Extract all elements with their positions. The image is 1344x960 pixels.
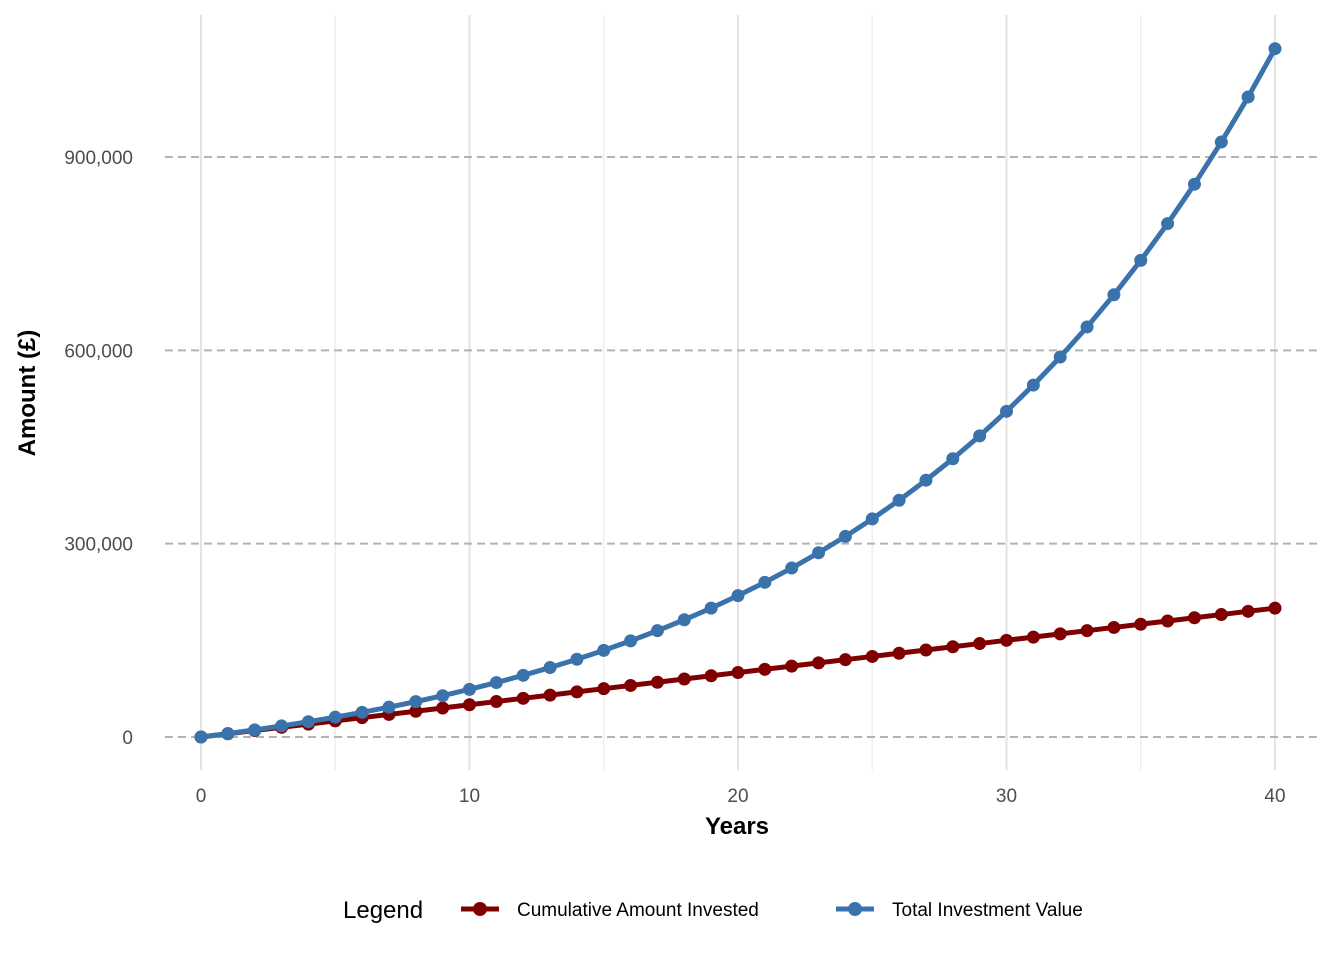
data-point-cumulative-amount-invested [973,637,987,651]
data-point-total-investment-value [812,546,826,560]
data-point-cumulative-amount-invested [1187,611,1201,625]
data-point-cumulative-amount-invested [704,669,718,683]
data-point-total-investment-value [221,727,235,741]
data-point-cumulative-amount-invested [463,698,476,712]
legend-key-point-cumulative [473,902,487,916]
data-point-total-investment-value [1187,177,1201,191]
data-point-cumulative-amount-invested [597,682,611,696]
y-tick-label: 300,000 [64,535,133,556]
legend-item-cumulative-amount-invested[interactable]: Cumulative Amount Invested [461,900,759,921]
data-point-total-investment-value [946,452,960,466]
data-point-cumulative-amount-invested [785,659,799,673]
legend-label-total: Total Investment Value [892,900,1083,921]
data-point-cumulative-amount-invested [946,640,960,654]
data-point-total-investment-value [731,589,745,603]
x-tick-label: 30 [996,786,1017,807]
x-tick-label: 20 [727,786,748,807]
y-tick-label: 900,000 [64,148,133,169]
data-point-cumulative-amount-invested [489,695,503,709]
data-point-total-investment-value [624,634,638,648]
data-point-total-investment-value [597,643,611,657]
data-point-total-investment-value [436,689,450,703]
data-point-total-investment-value [409,695,423,709]
data-point-cumulative-amount-invested [677,672,691,686]
x-tick-label: 0 [196,786,207,807]
grid-layer [165,15,1320,770]
data-point-cumulative-amount-invested [1053,627,1067,641]
data-point-total-investment-value [892,493,906,507]
data-point-total-investment-value [194,730,208,744]
data-point-total-investment-value [785,561,799,575]
data-point-total-investment-value [1026,378,1040,392]
data-point-cumulative-amount-invested [1161,614,1175,628]
data-point-total-investment-value [275,719,289,733]
data-point-total-investment-value [489,676,503,690]
data-point-total-investment-value [973,429,987,443]
legend-item-total-investment-value[interactable]: Total Investment Value [836,900,1083,921]
legend-key-point-total [848,902,862,916]
data-point-total-investment-value [463,682,476,696]
data-point-total-investment-value [1107,288,1121,302]
data-point-cumulative-amount-invested [570,685,584,699]
y-tick-label: 0 [122,728,133,749]
x-axis-tick-labels: 0 10 20 30 40 [196,786,1286,807]
data-point-total-investment-value [355,705,369,719]
data-point-cumulative-amount-invested [543,688,557,702]
x-tick-label: 40 [1264,786,1285,807]
data-point-total-investment-value [650,624,664,638]
data-point-total-investment-value [570,652,584,666]
data-point-total-investment-value [919,473,933,487]
data-point-total-investment-value [1000,404,1013,418]
data-point-total-investment-value [1214,135,1228,149]
data-point-cumulative-amount-invested [516,691,530,705]
data-point-total-investment-value [704,601,718,615]
data-point-total-investment-value [677,613,691,627]
data-point-cumulative-amount-invested [624,678,638,692]
data-point-cumulative-amount-invested [919,643,933,657]
data-point-cumulative-amount-invested [409,704,423,718]
data-point-cumulative-amount-invested [838,653,852,667]
data-point-total-investment-value [838,529,852,543]
data-point-total-investment-value [1161,217,1175,231]
data-point-total-investment-value [382,700,396,714]
data-point-total-investment-value [1268,42,1282,56]
data-point-total-investment-value [1053,350,1067,364]
x-tick-label: 10 [459,786,480,807]
y-tick-label: 600,000 [64,341,133,362]
data-point-cumulative-amount-invested [1241,604,1255,618]
data-point-cumulative-amount-invested [892,646,906,660]
data-point-total-investment-value [1080,320,1094,334]
legend-title: Legend [343,897,423,924]
data-point-cumulative-amount-invested [650,675,664,689]
data-point-cumulative-amount-invested [1134,617,1148,631]
data-point-cumulative-amount-invested [1080,624,1094,638]
series-total-investment-value [194,42,1282,744]
data-point-cumulative-amount-invested [865,649,879,663]
data-point-cumulative-amount-invested [436,701,450,715]
series-layer [194,42,1282,744]
data-point-cumulative-amount-invested [1214,608,1228,622]
legend-label-cumulative: Cumulative Amount Invested [517,900,759,921]
data-point-total-investment-value [865,512,879,526]
y-axis-title: Amount (£) [14,330,41,457]
data-point-cumulative-amount-invested [731,666,745,680]
legend: Legend Cumulative Amount Invested Total … [343,897,1083,924]
data-point-total-investment-value [516,668,530,682]
data-point-total-investment-value [1134,253,1148,267]
data-point-cumulative-amount-invested [1107,620,1121,634]
data-point-cumulative-amount-invested [1268,601,1282,615]
data-point-cumulative-amount-invested [1026,630,1040,644]
data-point-cumulative-amount-invested [758,662,772,676]
data-point-total-investment-value [543,661,557,675]
y-axis-tick-labels: 0 300,000 600,000 900,000 [64,148,133,749]
data-point-total-investment-value [328,710,342,724]
data-point-cumulative-amount-invested [1000,633,1013,647]
data-point-total-investment-value [301,715,315,729]
data-point-total-investment-value [248,723,262,737]
data-point-total-investment-value [1241,90,1255,104]
data-point-cumulative-amount-invested [812,656,826,670]
data-point-total-investment-value [758,575,772,589]
x-axis-title: Years [705,813,769,840]
